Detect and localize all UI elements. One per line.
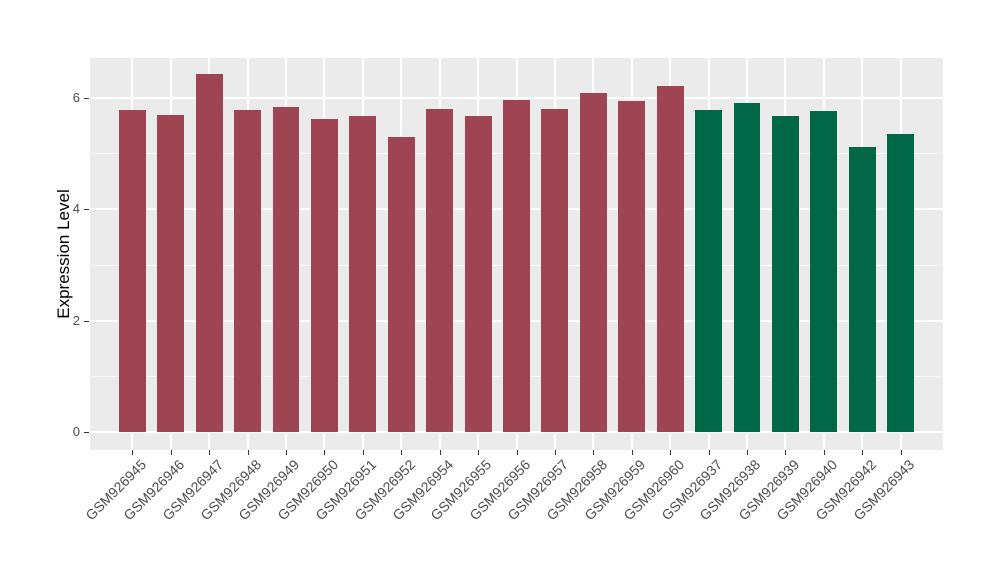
x-tick-mark <box>708 450 710 455</box>
plot-panel <box>90 58 943 450</box>
x-tick-mark <box>554 450 556 455</box>
bar <box>464 116 492 433</box>
x-tick-mark <box>900 450 902 455</box>
x-tick-mark <box>439 450 441 455</box>
x-tick-mark <box>516 450 518 455</box>
bar <box>118 110 146 433</box>
bar <box>157 114 185 433</box>
bar <box>772 116 799 433</box>
x-tick-mark <box>247 450 249 455</box>
x-tick-mark <box>478 450 480 455</box>
x-tick-mark <box>170 450 172 455</box>
bar <box>195 74 223 433</box>
y-tick-label: 4 <box>72 201 80 217</box>
x-tick-mark <box>670 450 672 455</box>
x-tick-mark <box>593 450 595 455</box>
x-tick-mark <box>862 450 864 455</box>
y-tick-label: 6 <box>72 90 80 106</box>
y-tick-mark <box>84 98 89 100</box>
bar <box>848 147 876 433</box>
bar <box>887 134 915 433</box>
y-tick-mark <box>84 432 89 434</box>
x-tick-mark <box>401 450 403 455</box>
x-tick-mark <box>747 450 749 455</box>
x-tick-mark <box>631 450 633 455</box>
bar <box>695 110 723 433</box>
bar <box>503 99 530 433</box>
y-tick-label: 0 <box>72 424 80 440</box>
x-tick-mark <box>132 450 134 455</box>
bar <box>349 116 377 433</box>
y-tick-mark <box>84 320 89 322</box>
bar <box>579 92 607 433</box>
bar <box>310 119 338 433</box>
bar <box>618 101 646 433</box>
x-tick-mark <box>285 450 287 455</box>
y-tick-mark <box>84 209 89 211</box>
x-tick-mark <box>362 450 364 455</box>
x-tick-mark <box>785 450 787 455</box>
bar <box>426 108 454 433</box>
x-tick-mark <box>209 450 211 455</box>
x-tick-mark <box>823 450 825 455</box>
bar <box>541 109 569 433</box>
bar <box>810 111 838 433</box>
x-tick-mark <box>324 450 326 455</box>
bar <box>234 110 261 433</box>
bar <box>387 137 415 433</box>
y-tick-label: 2 <box>72 312 80 328</box>
bar <box>733 102 761 433</box>
bar <box>272 107 300 433</box>
bar <box>656 86 684 433</box>
